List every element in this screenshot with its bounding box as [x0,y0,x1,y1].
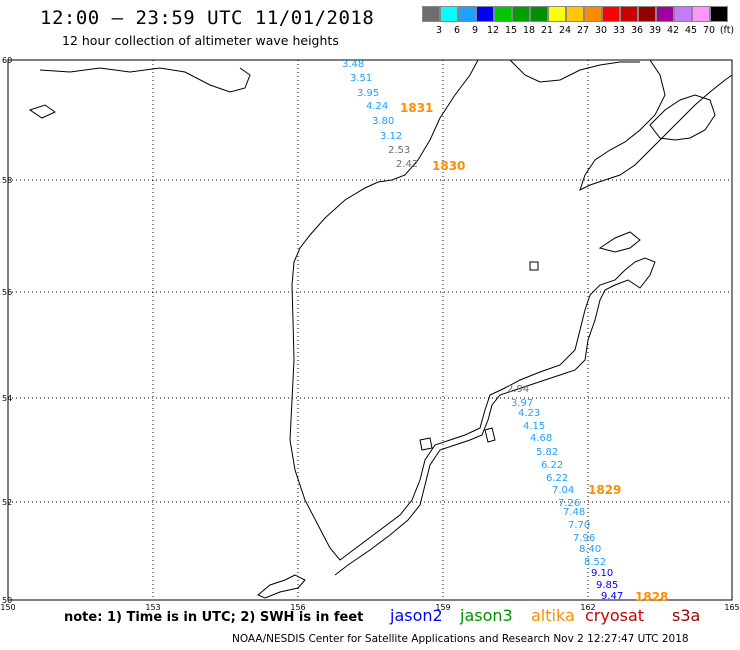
wave-height-label: 3.95 [357,88,379,99]
latitude-tick-label: 60 [2,56,12,65]
satellite-legend-item: altika [531,606,575,625]
color-scale-swatch [620,6,638,22]
wave-height-label: 7.04 [552,485,574,496]
wave-height-label: 9.47 [601,591,623,602]
longitude-tick-label: 159 [435,603,450,612]
color-scale-label: 42 [666,25,680,36]
wave-height-label: 4.68 [530,433,552,444]
pass-label: 1828 [635,590,668,604]
satellite-legend-item: jason3 [460,606,513,625]
color-scale-label: 24 [558,25,572,36]
color-scale-label: 27 [576,25,590,36]
longitude-tick-label: 162 [580,603,595,612]
wave-height-label: 9.10 [591,568,613,579]
color-scale-swatch [584,6,602,22]
color-scale-swatch [710,6,728,22]
axis-tick-labels: 150 153 156 159 162 165 60 58 56 54 52 50 [0,56,739,612]
footer-note: note: 1) Time is in UTC; 2) SWH is in fe… [64,610,364,625]
color-scale-swatch [440,6,458,22]
longitude-tick-label: 156 [290,603,305,612]
longitude-tick-label: 153 [145,603,160,612]
wave-height-label: 3.12 [380,131,402,142]
color-scale-swatch [458,6,476,22]
wave-height-label: 8.40 [579,544,601,555]
color-scale-label: 45 [684,25,698,36]
wave-height-label: 3.97 [511,398,533,409]
wave-height-label: 3.80 [372,116,394,127]
satellite-legend-item: cryosat [585,606,645,625]
color-scale-swatch [494,6,512,22]
color-scale-label: 36 [630,25,644,36]
wave-height-label: 5.82 [536,447,558,458]
map-frame [7,59,733,601]
color-scale-swatch [548,6,566,22]
color-scale-swatch [566,6,584,22]
color-scale-label: 6 [453,25,461,36]
color-scale-label: 33 [612,25,626,36]
color-scale-label: 70 [702,25,716,36]
color-scale-swatch [656,6,674,22]
color-scale-swatch [602,6,620,22]
color-scale-label: 15 [504,25,518,36]
color-scale-label: 18 [522,25,536,36]
coastline [28,59,733,599]
wave-height-label: 6.22 [541,460,563,471]
color-scale-swatch [512,6,530,22]
color-scale-swatch [476,6,494,22]
wave-height-label: 7.48 [563,507,585,518]
color-scale-label: 9 [471,25,479,36]
wave-height-label: 7.26 [558,498,580,509]
wave-height-label: 4.24 [366,101,388,112]
wave-height-label: 9.85 [596,580,618,591]
color-scale-label: 3 [435,25,443,36]
longitude-tick-label: 150 [0,603,15,612]
grid-lines [8,60,732,600]
wave-height-label: 2.94 [507,384,529,395]
wave-height-label: 2.53 [388,145,410,156]
wave-height-label: 6.22 [546,473,568,484]
latitude-tick-label: 56 [2,288,12,297]
wave-height-label: 4.15 [523,421,545,432]
color-scale-swatch [674,6,692,22]
wave-height-label: 7.96 [573,533,595,544]
satellite-legend-item: s3a [672,606,701,625]
wave-height-labels: 3.48 3.51 3.95 4.24 3.80 3.12 2.53 2.42 2.94 3.97… [342,59,623,602]
satellite-legend-item: jason2 [390,606,443,625]
wave-height-label: 3.51 [350,73,372,84]
wave-height-label: 3.48 [342,59,364,70]
color-scale-label: 21 [540,25,554,36]
color-scale-swatch [692,6,710,22]
latitude-tick-label: 58 [2,176,12,185]
color-scale-label: 30 [594,25,608,36]
longitude-tick-label: 165 [724,603,739,612]
pass-labels: 1831 1830 1829 1828 [400,101,668,604]
credit-line: NOAA/NESDIS Center for Satellite Applica… [232,633,689,645]
wave-height-label: 4.23 [518,408,540,419]
wave-height-label: 2.42 [396,159,418,170]
color-scale-swatch [530,6,548,22]
wave-height-label: 8.52 [584,557,606,568]
color-scale-label: 12 [486,25,500,36]
pass-label: 1830 [432,159,465,173]
color-scale-label: (ft) [719,25,735,36]
latitude-tick-label: 54 [2,394,12,403]
color-scale-swatch [638,6,656,22]
wave-height-label: 7.70 [568,520,590,531]
latitude-tick-label: 50 [2,596,12,605]
chart-subtitle: 12 hour collection of altimeter wave hei… [62,33,339,48]
color-scale-swatch [422,6,440,22]
chart-title: 12:00 – 23:59 UTC 11/01/2018 [40,7,375,29]
pass-label: 1831 [400,101,433,115]
color-scale-label: 39 [648,25,662,36]
pass-label: 1829 [588,483,621,497]
latitude-tick-label: 52 [2,498,12,507]
